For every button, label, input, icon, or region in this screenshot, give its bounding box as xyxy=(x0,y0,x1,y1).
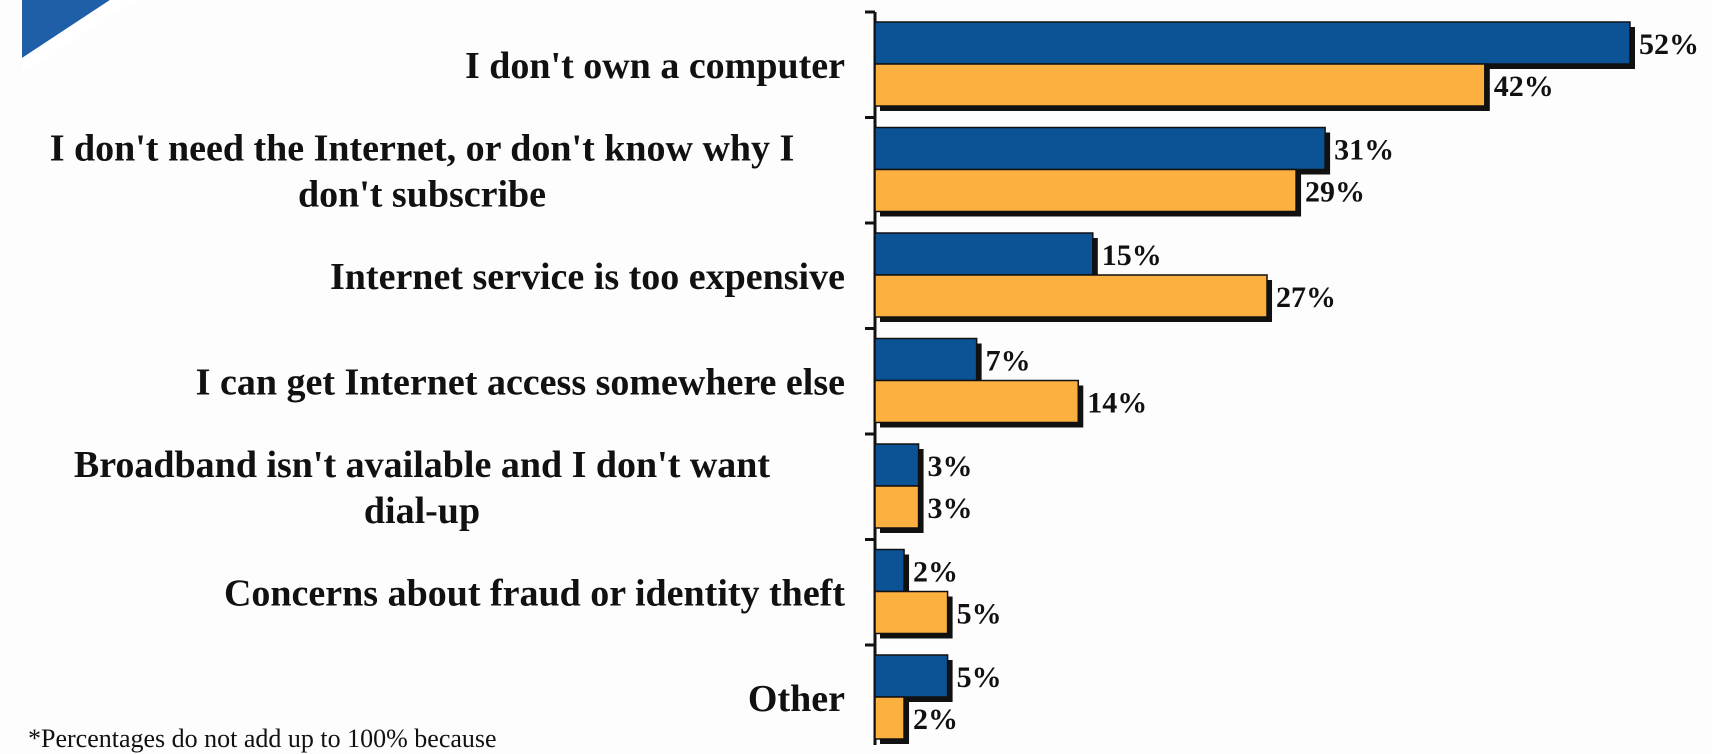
data-label: 5% xyxy=(957,661,1002,694)
bar xyxy=(874,696,905,740)
data-label: 27% xyxy=(1276,281,1336,314)
category-label: Internet service is too expensive xyxy=(330,256,845,298)
data-label: 14% xyxy=(1087,387,1147,420)
category-label: don't subscribe xyxy=(298,173,546,215)
data-label: 42% xyxy=(1494,70,1554,103)
bar xyxy=(874,590,949,635)
data-label: 31% xyxy=(1334,134,1394,167)
corner-logo-shape xyxy=(22,0,135,74)
bar xyxy=(874,443,920,487)
category-label: dial-up xyxy=(364,490,480,532)
bar xyxy=(874,485,920,529)
bar xyxy=(874,379,1080,424)
data-label: 2% xyxy=(913,556,958,589)
bar xyxy=(874,548,905,593)
bar xyxy=(874,21,1631,65)
data-label: 3% xyxy=(928,450,973,483)
bar xyxy=(874,126,1326,171)
data-label: 15% xyxy=(1102,239,1162,272)
data-label: 2% xyxy=(913,703,958,736)
bar xyxy=(874,63,1486,107)
bar xyxy=(874,654,949,698)
category-label: Concerns about fraud or identity theft xyxy=(224,572,845,614)
bar xyxy=(874,337,978,382)
data-label: 5% xyxy=(957,598,1002,631)
category-label: I don't need the Internet, or don't know… xyxy=(50,127,795,169)
category-label: Broadband isn't available and I don't wa… xyxy=(74,444,771,486)
category-label: Other xyxy=(748,678,845,720)
bar xyxy=(874,168,1297,213)
category-label: I don't own a computer xyxy=(465,45,845,87)
data-label: 29% xyxy=(1305,176,1365,209)
data-label: 3% xyxy=(928,492,973,525)
bar xyxy=(874,232,1094,276)
data-label: 52% xyxy=(1639,28,1699,61)
bar xyxy=(874,274,1268,318)
category-label: I can get Internet access somewhere else xyxy=(196,361,845,403)
footnote: *Percentages do not add up to 100% becau… xyxy=(28,724,497,753)
data-label: 7% xyxy=(986,345,1031,378)
